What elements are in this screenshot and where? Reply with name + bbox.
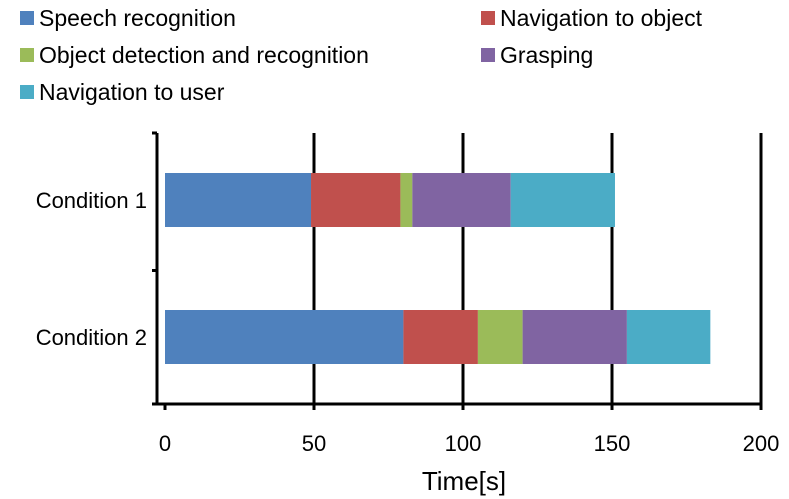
legend-label: Navigation to object [500,5,703,31]
legend-swatch [481,11,495,25]
x-tick-labels: 0 50 100 150 200 [159,431,779,456]
bar-navigation-to-object-condition-1 [311,173,401,227]
bar-speech-recognition-condition-2 [165,310,404,364]
legend-item-object-detection-and-recognition: Object detection and recognition [20,42,369,68]
x-tick-label-100: 100 [445,431,482,456]
axes [152,131,763,410]
bar-object-detection-and-recognition-condition-1 [400,173,413,227]
legend-label: Object detection and recognition [39,42,369,68]
bar-speech-recognition-condition-1 [165,173,312,227]
category-labels: Condition 1 Condition 2 [36,188,147,350]
legend-item-navigation-to-user: Navigation to user [20,79,225,105]
legend-swatch [481,48,495,62]
x-axis-label: Time[s] [422,466,506,496]
legend-swatch [20,11,34,25]
legend-label: Speech recognition [39,5,236,31]
x-tick-label-150: 150 [594,431,631,456]
legend-label: Grasping [500,42,593,68]
bar-navigation-to-user-condition-2 [626,310,711,364]
bar-grasping-condition-2 [522,310,627,364]
legend-swatch [20,48,34,62]
legend-item-navigation-to-object: Navigation to object [481,5,703,31]
bar-navigation-to-user-condition-1 [510,173,615,227]
legend-label: Navigation to user [39,79,225,105]
x-tick-label-50: 50 [302,431,326,456]
bar-navigation-to-object-condition-2 [403,310,478,364]
legend-item-grasping: Grasping [481,42,593,68]
x-tick-label-0: 0 [159,431,171,456]
legend-item-speech-recognition: Speech recognition [20,5,236,31]
bars [165,173,711,364]
category-label-condition-1: Condition 1 [36,188,147,213]
bar-object-detection-and-recognition-condition-2 [477,310,523,364]
legend-swatch [20,85,34,99]
bar-grasping-condition-1 [412,173,511,227]
x-tick-label-200: 200 [743,431,780,456]
legend: Speech recognition Navigation to object Ob… [20,5,703,105]
category-label-condition-2: Condition 2 [36,325,147,350]
